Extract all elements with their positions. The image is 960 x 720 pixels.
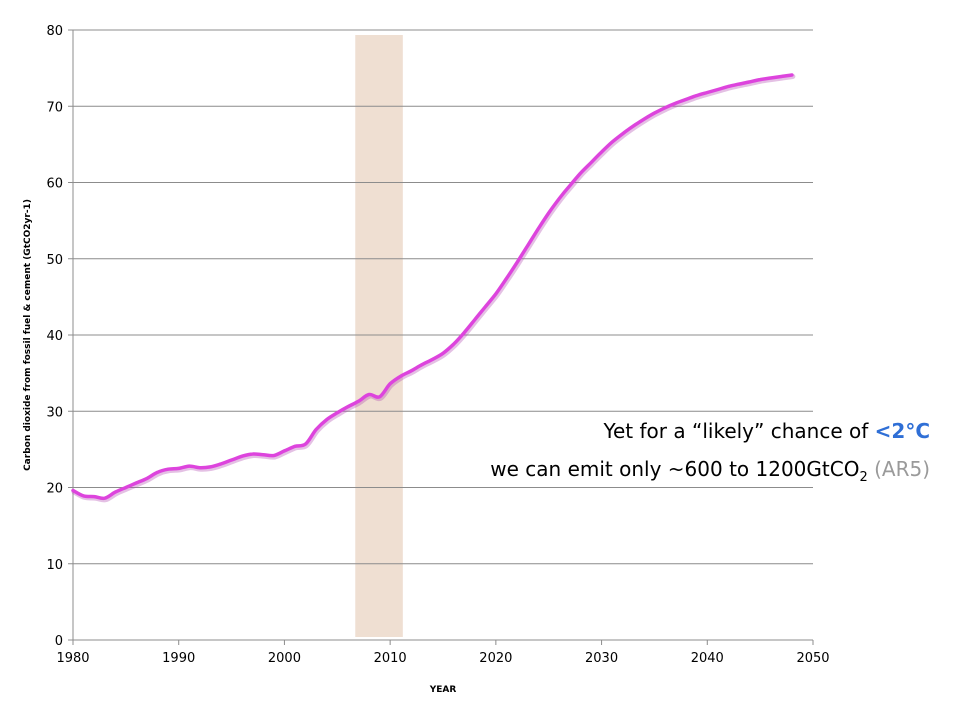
x-tick-label-1980: 1980 — [56, 651, 89, 666]
caption: Yet for a “likely” chance of <2°C we can… — [370, 412, 930, 497]
x-tick-label-1990: 1990 — [162, 651, 195, 666]
series-layer — [71, 73, 796, 503]
y-tick-label-10: 10 — [46, 558, 63, 573]
x-tick-label-2050: 2050 — [796, 651, 829, 666]
x-axis-title: YEAR — [429, 685, 457, 695]
x-tick-label-2010: 2010 — [374, 651, 407, 666]
y-axis-title: Carbon dioxide from fossil fuel & cement… — [23, 199, 33, 471]
caption-line-1-text: Yet for a “likely” chance of — [603, 419, 875, 443]
y-tick-label-0: 0 — [55, 634, 63, 649]
y-tick-label-60: 60 — [46, 177, 63, 192]
caption-line-2: we can emit only ~600 to 1200GtCO2 (AR5) — [370, 450, 930, 497]
y-tick-label-40: 40 — [46, 329, 63, 344]
highlight-band-layer — [355, 35, 403, 637]
y-tick-label-30: 30 — [46, 405, 63, 420]
x-tick-label-2020: 2020 — [479, 651, 512, 666]
temperature-target: <2°C — [874, 419, 930, 443]
axes — [68, 29, 814, 645]
series-line-0 — [71, 73, 794, 501]
y-tick-label-80: 80 — [46, 24, 63, 39]
highlight-band — [355, 35, 403, 637]
caption-line-2-text: we can emit only ~600 to 1200GtCO — [490, 457, 860, 481]
caption-line-1: Yet for a “likely” chance of <2°C — [370, 412, 930, 450]
y-tick-label-20: 20 — [46, 482, 63, 497]
y-tick-label-70: 70 — [46, 100, 63, 115]
x-tick-label-2030: 2030 — [585, 651, 618, 666]
gridlines — [73, 29, 813, 565]
x-tick-label-2000: 2000 — [268, 651, 301, 666]
co2-subscript: 2 — [859, 470, 868, 485]
ar5-reference: (AR5) — [867, 457, 930, 481]
x-tick-label-2040: 2040 — [691, 651, 724, 666]
y-tick-label-50: 50 — [46, 253, 63, 268]
